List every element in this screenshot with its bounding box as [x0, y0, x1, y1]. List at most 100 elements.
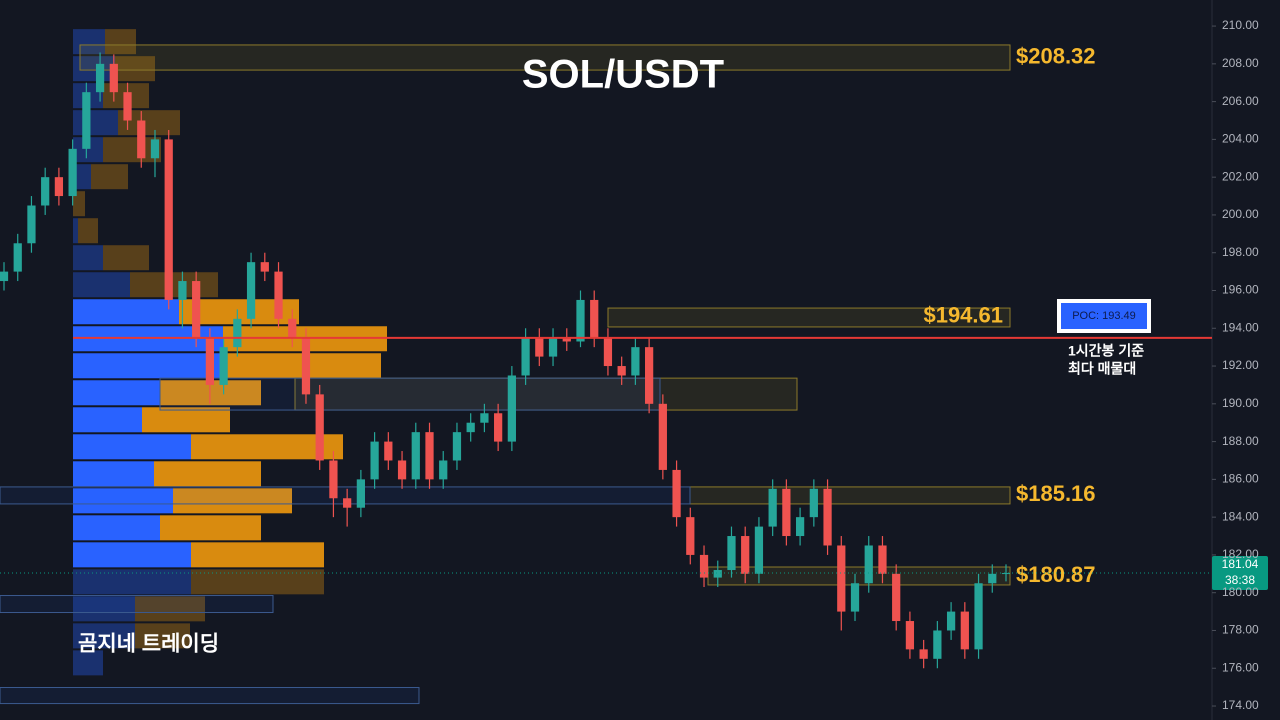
last-price-label: 181.04 — [1222, 557, 1259, 571]
poc-label: POC: 193.49 — [1072, 310, 1136, 322]
candle-body — [164, 139, 173, 300]
zone — [707, 566, 1011, 586]
profile-buy-bar — [73, 623, 135, 649]
profile-buy-bar — [73, 488, 173, 514]
candle-body — [507, 375, 516, 442]
y-tick-label: 180.00 — [1222, 585, 1259, 599]
candle-body — [713, 570, 722, 578]
candle-body — [315, 394, 324, 461]
candle-body — [727, 536, 736, 571]
profile-sell-bar — [135, 596, 205, 622]
candle-body — [343, 498, 352, 508]
candle-body — [109, 63, 118, 93]
y-tick-label: 198.00 — [1222, 245, 1259, 259]
candle-body — [452, 432, 462, 461]
candle-body — [233, 318, 242, 348]
candle-body — [466, 422, 475, 433]
candle-body — [192, 281, 201, 338]
profile-sell-bar — [91, 164, 128, 190]
profile-sell-bar — [160, 515, 261, 541]
y-tick-label: 194.00 — [1222, 320, 1259, 334]
candle-body — [837, 545, 846, 612]
profile-sell-bar — [191, 569, 324, 595]
candle-body — [411, 432, 420, 480]
candle-body — [768, 488, 777, 527]
y-tick-label: 208.00 — [1222, 56, 1259, 70]
candle-body — [631, 347, 640, 376]
candle-body — [123, 92, 132, 121]
profile-buy-bar — [73, 353, 223, 379]
profile-sell-bar — [135, 623, 190, 649]
candle-body — [260, 262, 269, 272]
profile-box — [159, 377, 661, 411]
zone — [607, 307, 1011, 328]
candle-body — [686, 517, 695, 555]
countdown-label: 38:38 — [1225, 573, 1255, 587]
profile-sell-bar — [191, 542, 324, 568]
candle-body — [521, 337, 530, 376]
candle-body — [95, 63, 105, 93]
candle-body — [933, 630, 942, 659]
profile-sell-bar — [115, 56, 155, 82]
candle-body — [150, 139, 160, 159]
zone-label: $180.87 — [1016, 562, 1096, 587]
candle-body — [960, 611, 969, 650]
poc-box — [1061, 303, 1147, 329]
candle-body — [850, 583, 860, 612]
zone — [689, 486, 1011, 505]
candle-body — [878, 545, 887, 574]
candle-body — [892, 573, 901, 622]
candle-body — [658, 403, 667, 470]
candle-body — [946, 611, 956, 631]
profile-buy-bar — [73, 407, 142, 433]
candle-body — [301, 337, 311, 395]
candle-body — [439, 460, 448, 480]
candle-body — [246, 262, 256, 319]
candle-body — [919, 649, 928, 659]
profile-buy-bar — [73, 110, 118, 136]
candle-body — [356, 479, 365, 508]
candle-body — [535, 337, 544, 357]
zone — [294, 377, 798, 411]
y-tick-label: 190.00 — [1222, 396, 1259, 410]
last-price-tag — [1212, 556, 1268, 591]
candle-body — [494, 413, 503, 442]
profile-sell-bar — [73, 191, 85, 217]
candle-body — [425, 432, 434, 480]
y-tick-label: 200.00 — [1222, 207, 1259, 221]
candles — [0, 52, 1011, 669]
candle-body — [178, 281, 187, 300]
candle-body — [905, 621, 915, 650]
y-tick-label: 176.00 — [1222, 660, 1259, 674]
annotation: 최다 매물대 — [1068, 361, 1136, 377]
profile-sell-bar — [103, 245, 149, 271]
candle-body — [384, 441, 393, 461]
zone-label: $208.32 — [1016, 44, 1096, 69]
profile-buy-bar — [73, 218, 78, 244]
profile-buy-bar — [73, 380, 160, 406]
y-tick-label: 186.00 — [1222, 472, 1259, 486]
profile-sell-bar — [130, 272, 218, 298]
profile-sell-bar — [142, 407, 230, 433]
profile-buy-bar — [73, 461, 154, 487]
candle-body — [988, 573, 997, 584]
y-tick-label: 188.00 — [1222, 434, 1259, 448]
y-tick-label: 192.00 — [1222, 358, 1259, 372]
candle-body — [329, 460, 338, 499]
candle-body — [562, 337, 571, 342]
profile-buy-bar — [73, 299, 179, 325]
profile-buy-bar — [73, 272, 130, 298]
profile-buy-bar — [73, 650, 103, 676]
candle-body — [590, 299, 599, 338]
candle-body — [576, 299, 585, 342]
candle-body — [864, 545, 873, 584]
profile-buy-bar — [73, 245, 103, 271]
candle-body — [782, 488, 791, 537]
y-tick-label: 196.00 — [1222, 283, 1259, 297]
annotation: 1시간봉 기준 — [1068, 343, 1144, 359]
candle-body — [741, 536, 750, 574]
candle-body — [27, 205, 36, 244]
y-tick-label: 204.00 — [1222, 132, 1259, 146]
profile-buy-bar — [73, 596, 135, 622]
